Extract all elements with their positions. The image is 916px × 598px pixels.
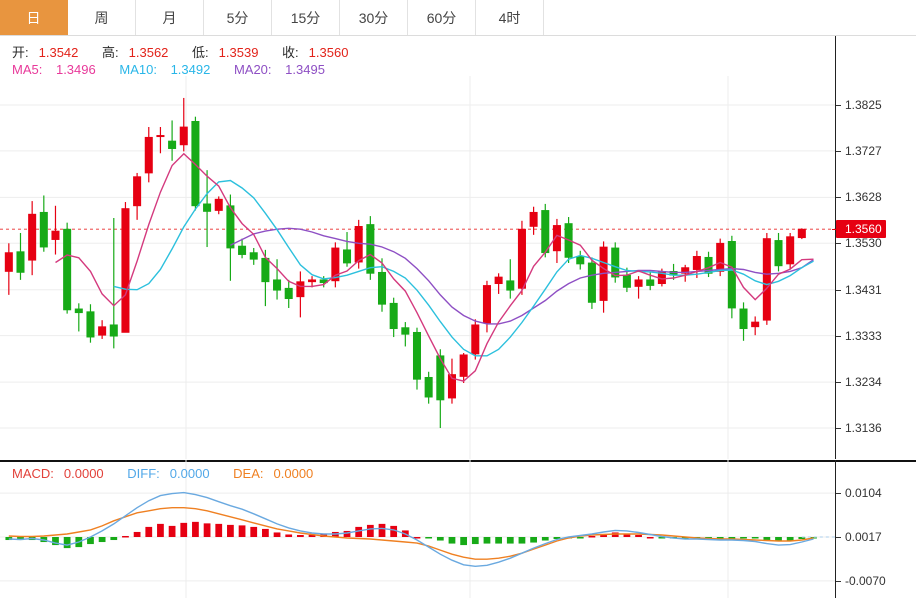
price-tick-label: 1.3825: [845, 97, 882, 112]
tick-dash: [836, 104, 841, 106]
price-tick-label: 1.3628: [845, 190, 882, 205]
macd-label: MACD:: [12, 466, 54, 481]
macd-tick-label: 0.0104: [845, 486, 882, 501]
ma20-value: 1.3495: [285, 62, 325, 77]
tick-dash: [836, 493, 841, 495]
timeframe-tab-label: 60分: [426, 9, 457, 26]
diff-label: DIFF:: [127, 466, 160, 481]
timeframe-tab-0[interactable]: 日: [0, 0, 68, 35]
price-tick-label: 1.3431: [845, 282, 882, 297]
macd-tick-2: -0.0070: [836, 574, 886, 588]
macd-tick-label: 0.0017: [845, 530, 882, 544]
tick-dash: [836, 428, 841, 430]
timeframe-tab-label: 日: [26, 9, 41, 26]
timeframe-tab-1[interactable]: 周: [68, 0, 136, 35]
open-label: 开:: [12, 45, 29, 60]
tick-dash: [836, 150, 841, 152]
macd-value: 0.0000: [63, 466, 104, 481]
timeframe-tab-4[interactable]: 15分: [272, 0, 340, 35]
price-tick-label: 1.3136: [845, 421, 882, 436]
macd-axis-line: [835, 460, 836, 598]
high-label: 高:: [102, 45, 119, 60]
timeframe-tab-7[interactable]: 4时: [476, 0, 544, 35]
candlestick-svg: [0, 76, 836, 459]
ohlc-legend: 开: 1.3542 高: 1.3562 低: 1.3539 收: 1.3560: [12, 42, 368, 61]
chart-area: 1.3825 1.3727 1.3628 1.3530 1.3431 1.3333 1.32…: [0, 36, 916, 598]
tab-bar-filler: [544, 0, 916, 35]
price-tick-1: 1.3727: [836, 144, 882, 158]
macd-panel: 0.0104 0.0017 -0.0070 MACD: 0.0000 DIFF: 0.0…: [0, 460, 916, 598]
macd-plot[interactable]: [0, 460, 836, 598]
current-price-badge: 1.3560: [832, 220, 886, 239]
price-tick-7: 1.3136: [836, 421, 882, 435]
tick-dash: [836, 382, 841, 384]
current-price-label: 1.3560: [845, 222, 882, 237]
dea-value: 0.0000: [273, 466, 314, 481]
tick-dash: [836, 580, 841, 582]
close-value: 1.3560: [308, 45, 349, 60]
timeframe-tab-label: 5分: [226, 9, 249, 26]
macd-tick-label: -0.0070: [845, 573, 886, 588]
ma10-value: 1.3492: [170, 62, 211, 77]
price-axis-line: [835, 36, 836, 459]
price-tick-label: 1.3234: [845, 375, 882, 390]
timeframe-tab-6[interactable]: 60分: [408, 0, 476, 35]
ma10-label: MA10:: [119, 62, 157, 77]
price-plot[interactable]: [0, 36, 836, 459]
timeframe-tab-label: 4时: [498, 9, 521, 26]
tick-dash: [836, 243, 841, 245]
macd-axis-labels: 0.0104 0.0017 -0.0070: [836, 460, 916, 598]
low-label: 低:: [192, 45, 209, 60]
timeframe-tab-label: 周: [94, 9, 109, 26]
timeframe-tab-label: 15分: [290, 9, 321, 26]
timeframe-tab-5[interactable]: 30分: [340, 0, 408, 35]
timeframe-tab-bar: 日 周 月 5分 15分 30分 60分 4时: [0, 0, 916, 36]
ma5-value: 1.3496: [55, 62, 96, 77]
tick-dash: [836, 289, 841, 291]
tick-dash: [832, 229, 837, 231]
diff-value: 0.0000: [169, 466, 210, 481]
price-tick-0: 1.3825: [836, 98, 882, 112]
macd-tick-0: 0.0104: [836, 486, 882, 500]
tick-dash: [836, 335, 841, 337]
price-tick-3: 1.3530: [836, 236, 882, 250]
dea-label: DEA:: [233, 466, 264, 481]
macd-svg: [0, 460, 836, 598]
ma20-label: MA20:: [233, 62, 272, 77]
price-tick-label: 1.3333: [845, 328, 882, 343]
tick-dash: [836, 537, 841, 538]
panel-divider: [0, 460, 916, 462]
moving-average-legend: MA5: 1.3496 MA10: 1.3492 MA20: 1.3495: [12, 62, 345, 77]
price-tick-6: 1.3234: [836, 375, 882, 389]
ma5-label: MA5:: [12, 62, 43, 77]
price-axis-labels: 1.3825 1.3727 1.3628 1.3530 1.3431 1.3333 1.32…: [832, 36, 916, 459]
macd-tick-1: 0.0017: [836, 530, 882, 544]
price-tick-label: 1.3530: [845, 236, 882, 251]
open-value: 1.3542: [38, 45, 79, 60]
timeframe-tab-label: 30分: [358, 9, 389, 26]
macd-legend: MACD: 0.0000 DIFF: 0.0000 DEA: 0.0000: [12, 466, 333, 481]
high-value: 1.3562: [128, 45, 169, 60]
tick-dash: [836, 197, 841, 199]
price-tick-2: 1.3628: [836, 190, 882, 204]
timeframe-tab-2[interactable]: 月: [136, 0, 204, 35]
timeframe-tab-label: 月: [162, 9, 177, 26]
low-value: 1.3539: [218, 45, 259, 60]
price-panel: 1.3825 1.3727 1.3628 1.3530 1.3431 1.3333 1.32…: [0, 36, 916, 459]
close-label: 收:: [282, 45, 299, 60]
price-tick-label: 1.3727: [845, 143, 882, 158]
price-tick-5: 1.3333: [836, 329, 882, 343]
price-tick-4: 1.3431: [836, 283, 882, 297]
timeframe-tab-3[interactable]: 5分: [204, 0, 272, 35]
